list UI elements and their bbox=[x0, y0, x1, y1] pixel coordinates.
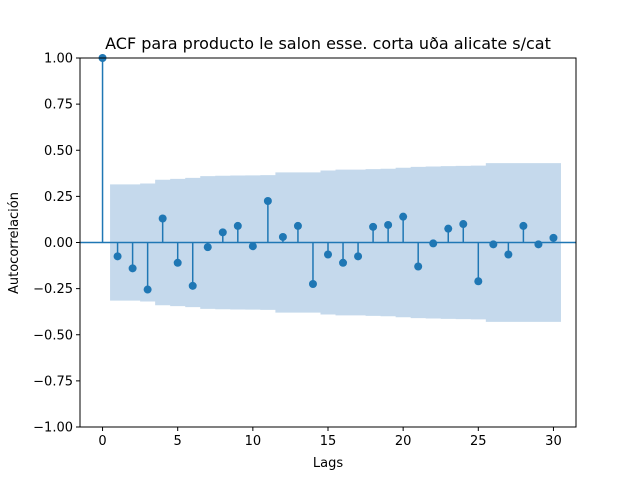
x-tick-label-5: 5 bbox=[174, 434, 182, 449]
x-tick-label-30: 30 bbox=[545, 434, 562, 449]
x-tick-label-20: 20 bbox=[395, 434, 412, 449]
y-tick-label-3: −0.25 bbox=[33, 282, 73, 297]
acf-point-lag-30 bbox=[549, 233, 558, 242]
markers-layer bbox=[98, 54, 558, 294]
acf-point-lag-22 bbox=[429, 239, 438, 248]
acf-point-lag-27 bbox=[504, 250, 513, 259]
y-tick-label-2: −0.50 bbox=[33, 328, 73, 343]
acf-point-lag-8 bbox=[218, 228, 227, 237]
chart-title: ACF para producto le salon esse. corta u… bbox=[105, 34, 551, 53]
y-tick-label-5: 0.25 bbox=[44, 190, 73, 205]
y-tick-label-0: −1.00 bbox=[33, 421, 73, 436]
acf-point-lag-11 bbox=[263, 196, 272, 205]
y-tick-label-1: −0.75 bbox=[33, 374, 73, 389]
acf-point-lag-29 bbox=[534, 240, 543, 249]
acf-point-lag-10 bbox=[248, 242, 257, 251]
x-axis-label: Lags bbox=[313, 456, 343, 471]
acf-point-lag-24 bbox=[459, 220, 468, 229]
x-tick-label-15: 15 bbox=[320, 434, 337, 449]
acf-point-lag-6 bbox=[188, 281, 197, 290]
acf-point-lag-28 bbox=[519, 221, 528, 230]
acf-point-lag-18 bbox=[369, 222, 378, 231]
y-tick-label-6: 0.50 bbox=[44, 144, 73, 159]
acf-point-lag-2 bbox=[128, 264, 137, 273]
acf-point-lag-5 bbox=[173, 258, 182, 267]
acf-point-lag-16 bbox=[339, 258, 348, 267]
acf-point-lag-3 bbox=[143, 285, 152, 294]
acf-point-lag-9 bbox=[233, 221, 242, 230]
y-tick-label-4: 0.00 bbox=[44, 236, 73, 251]
acf-point-lag-21 bbox=[414, 262, 423, 271]
acf-point-lag-25 bbox=[474, 277, 483, 286]
acf-point-lag-14 bbox=[308, 280, 317, 289]
x-tick-label-25: 25 bbox=[470, 434, 487, 449]
acf-point-lag-13 bbox=[293, 221, 302, 230]
acf-point-lag-19 bbox=[384, 220, 393, 229]
acf-point-lag-1 bbox=[113, 252, 122, 261]
x-ticks: 0 5 10 15 20 25 30 bbox=[98, 427, 562, 449]
acf-point-lag-7 bbox=[203, 243, 212, 252]
y-tick-label-8: 1.00 bbox=[44, 52, 73, 67]
y-tick-label-7: 0.75 bbox=[44, 98, 73, 113]
x-tick-label-0: 0 bbox=[98, 434, 106, 449]
acf-point-lag-4 bbox=[158, 214, 167, 223]
acf-point-lag-20 bbox=[399, 212, 408, 221]
y-axis-label: Autocorrelación bbox=[7, 192, 22, 294]
acf-point-lag-23 bbox=[444, 224, 453, 233]
acf-point-lag-17 bbox=[354, 252, 363, 261]
acf-point-lag-12 bbox=[278, 232, 287, 241]
acf-point-lag-26 bbox=[489, 240, 498, 249]
y-ticks: −1.00 −0.75 −0.50 −0.25 0.00 0.25 0.50 0.75 1.00 bbox=[33, 52, 80, 436]
acf-point-lag-15 bbox=[324, 250, 332, 259]
x-tick-label-10: 10 bbox=[245, 434, 262, 449]
